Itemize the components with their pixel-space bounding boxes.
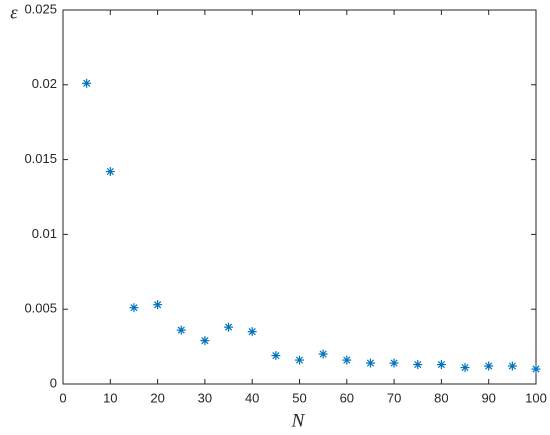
- point: [247, 327, 257, 337]
- x-tick-label: 0: [59, 390, 66, 405]
- y-tick-label: 0: [50, 375, 57, 390]
- marker-stroke: [366, 359, 375, 367]
- marker-stroke: [390, 359, 398, 367]
- point: [82, 78, 92, 88]
- point: [342, 355, 352, 365]
- point: [153, 300, 163, 310]
- point: [295, 355, 304, 365]
- x-tick-label: 70: [387, 390, 401, 405]
- point: [413, 360, 423, 370]
- point: [531, 364, 541, 374]
- point: [200, 336, 210, 346]
- x-tick-label: 50: [292, 390, 306, 405]
- y-tick-label: 0.005: [24, 301, 57, 316]
- point: [389, 358, 399, 368]
- point: [105, 167, 115, 177]
- marker-stroke: [153, 301, 162, 309]
- point: [224, 322, 234, 332]
- x-tick-label: 60: [340, 390, 354, 405]
- point: [129, 303, 139, 313]
- marker-stroke: [461, 363, 469, 372]
- marker-stroke: [248, 328, 256, 336]
- marker-stroke: [414, 360, 422, 369]
- marker-stroke: [295, 356, 304, 364]
- y-tick-label: 0.025: [24, 1, 57, 16]
- point: [436, 360, 446, 370]
- marker-stroke: [106, 167, 114, 176]
- marker-stroke: [177, 326, 185, 334]
- point: [176, 325, 186, 335]
- marker-stroke: [201, 337, 209, 345]
- marker-stroke: [224, 323, 233, 331]
- x-axis-label: N: [291, 410, 306, 431]
- x-tick-label: 100: [525, 390, 547, 405]
- point: [484, 361, 494, 371]
- x-tick-label: 40: [245, 390, 259, 405]
- marker-stroke: [508, 362, 516, 370]
- y-axis-label: ε: [10, 2, 18, 23]
- marker-stroke: [319, 350, 327, 358]
- y-tick-label: 0.02: [32, 76, 57, 91]
- point: [460, 363, 470, 373]
- marker-stroke: [130, 304, 138, 312]
- point: [507, 361, 517, 371]
- marker-stroke: [485, 362, 493, 370]
- marker-stroke: [272, 351, 280, 360]
- x-tick-label: 10: [103, 390, 117, 405]
- x-tick-label: 30: [198, 390, 212, 405]
- marker-stroke: [437, 360, 446, 369]
- marker-stroke: [83, 79, 91, 87]
- x-tick-label: 90: [481, 390, 495, 405]
- marker-stroke: [343, 356, 351, 364]
- point: [271, 351, 281, 361]
- marker-stroke: [532, 365, 540, 373]
- y-tick-label: 0.01: [32, 226, 57, 241]
- point: [365, 358, 375, 368]
- x-tick-label: 20: [150, 390, 164, 405]
- point: [318, 349, 328, 359]
- y-tick-label: 0.015: [24, 151, 57, 166]
- x-tick-label: 80: [434, 390, 448, 405]
